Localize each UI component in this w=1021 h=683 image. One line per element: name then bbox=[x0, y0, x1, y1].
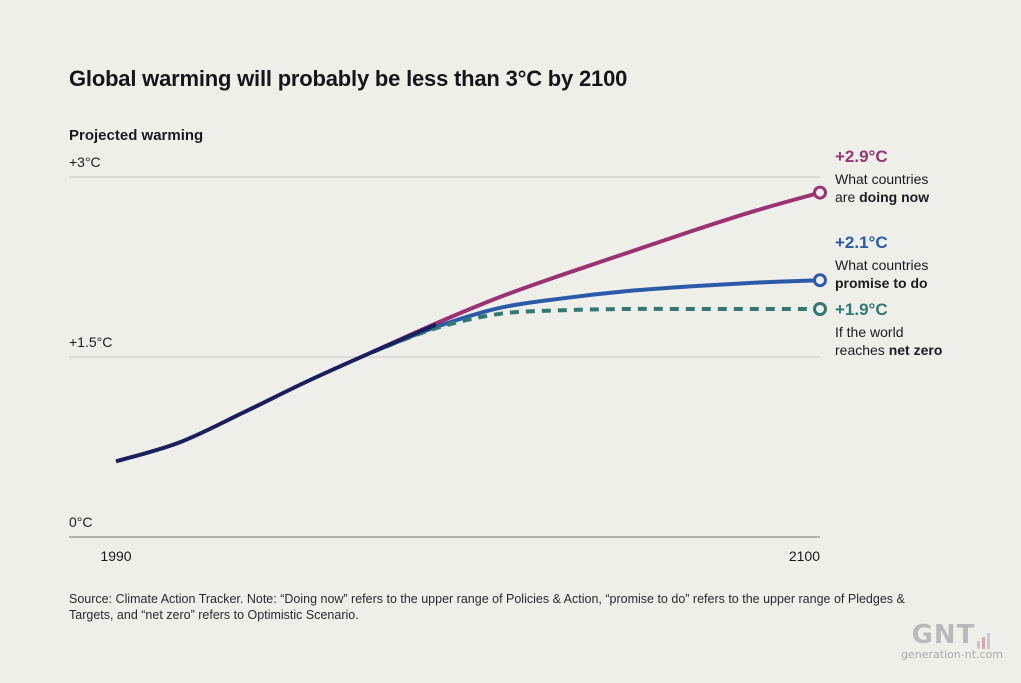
series-line-net-zero bbox=[371, 306, 820, 355]
end-label-line1: What countries bbox=[835, 171, 928, 187]
end-marker-doing-now bbox=[813, 185, 827, 200]
source-note: Source: Climate Action Tracker. Note: “D… bbox=[69, 592, 905, 622]
series-line-doing-now bbox=[371, 190, 821, 355]
y-tick-label: 0°C bbox=[69, 514, 93, 530]
series-line-promise bbox=[371, 278, 821, 355]
x-tick-label: 1990 bbox=[100, 548, 131, 564]
end-label-line1: If the world bbox=[835, 324, 903, 340]
y-axis-title: Projected warming bbox=[69, 127, 204, 144]
end-value-net-zero: +1.9°C bbox=[835, 300, 888, 319]
watermark-logo: GNT generation-nt.com bbox=[896, 622, 1008, 661]
x-axis-ticks: 1990 2100 bbox=[100, 548, 820, 564]
end-label-line2: promise to do bbox=[835, 275, 928, 291]
end-label-line1: What countries bbox=[835, 257, 928, 273]
series-line-historical bbox=[115, 322, 437, 464]
y-axis-ticks: 0°C +1.5°C +3°C bbox=[69, 154, 112, 530]
end-label-line2: are doing now bbox=[835, 189, 929, 205]
end-label-line2: reaches net zero bbox=[835, 342, 942, 358]
end-value-promise: +2.1°C bbox=[835, 233, 888, 252]
watermark-mark: GNT bbox=[911, 620, 976, 650]
end-label-promise: +2.1°C What countries promise to do bbox=[835, 233, 928, 291]
series-end-labels: +2.9°C What countries are doing now +2.1°C W… bbox=[835, 147, 942, 358]
end-marker-net-zero bbox=[813, 302, 827, 316]
signal-bars-icon bbox=[977, 623, 992, 649]
x-tick-label: 2100 bbox=[789, 548, 820, 564]
watermark-site: generation-nt.com bbox=[900, 647, 1004, 661]
series-end-markers bbox=[813, 185, 827, 316]
y-tick-label: +3°C bbox=[69, 154, 101, 170]
gridlines bbox=[69, 176, 820, 538]
chart-title: Global warming will probably be less tha… bbox=[69, 66, 628, 91]
y-tick-label: +1.5°C bbox=[69, 334, 112, 350]
series-lines bbox=[115, 190, 821, 464]
end-marker-promise bbox=[813, 273, 827, 288]
end-label-doing-now: +2.9°C What countries are doing now bbox=[835, 147, 929, 205]
end-label-net-zero: +1.9°C If the world reaches net zero bbox=[835, 300, 942, 358]
end-value-doing-now: +2.9°C bbox=[835, 147, 888, 166]
